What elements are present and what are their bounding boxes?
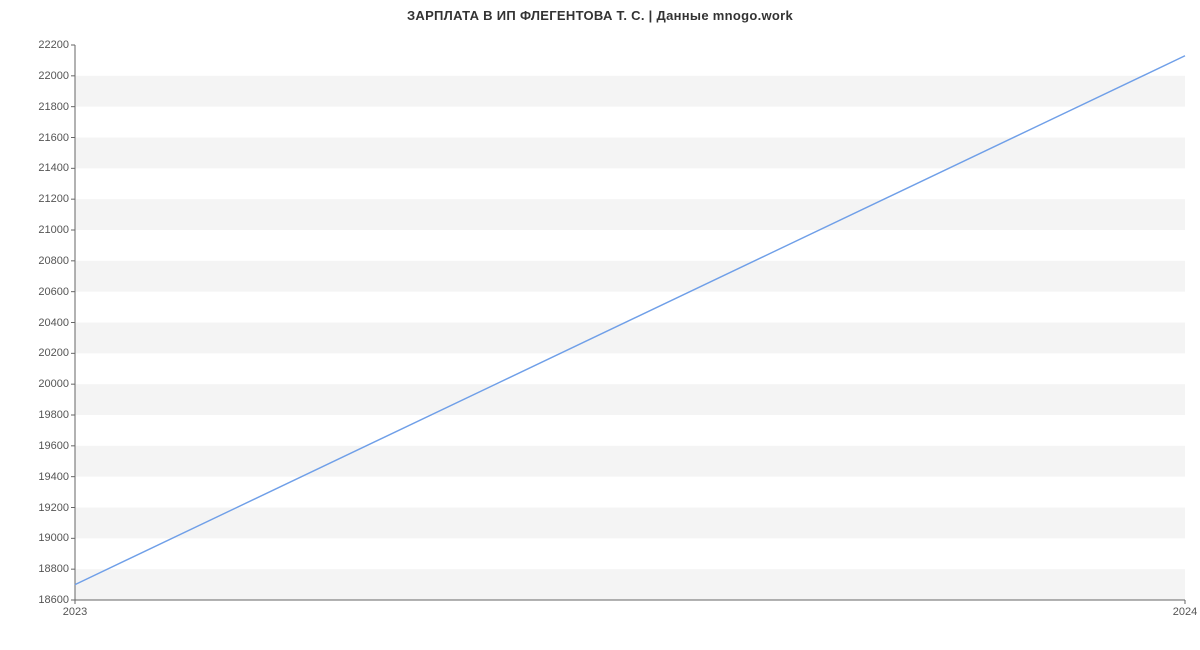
y-tick-label: 22200 [38,39,69,51]
y-tick-label: 20600 [38,286,69,298]
plot-area: 1860018800190001920019400196001980020000… [75,45,1185,600]
y-tick-label: 21200 [38,193,69,205]
y-tick-label: 18600 [38,594,69,606]
y-tick-label: 21800 [38,101,69,113]
y-tick-label: 20400 [38,317,69,329]
y-tick-label: 19400 [38,471,69,483]
plot-svg [75,45,1185,600]
y-tick-label: 19000 [38,532,69,544]
series-line [75,56,1185,585]
chart-title: ЗАРПЛАТА В ИП ФЛЕГЕНТОВА Т. С. | Данные … [0,8,1200,23]
y-tick-label: 19800 [38,409,69,421]
y-tick-label: 22000 [38,70,69,82]
x-tick-label: 2023 [63,606,87,618]
x-tick-label: 2024 [1173,606,1197,618]
y-tick-label: 21600 [38,132,69,144]
y-tick-label: 20800 [38,255,69,267]
y-tick-label: 19200 [38,502,69,514]
y-tick-label: 21400 [38,162,69,174]
y-tick-label: 18800 [38,563,69,575]
y-tick-label: 20000 [38,378,69,390]
y-tick-label: 19600 [38,440,69,452]
y-tick-label: 21000 [38,224,69,236]
chart-container: ЗАРПЛАТА В ИП ФЛЕГЕНТОВА Т. С. | Данные … [0,0,1200,650]
y-tick-label: 20200 [38,347,69,359]
